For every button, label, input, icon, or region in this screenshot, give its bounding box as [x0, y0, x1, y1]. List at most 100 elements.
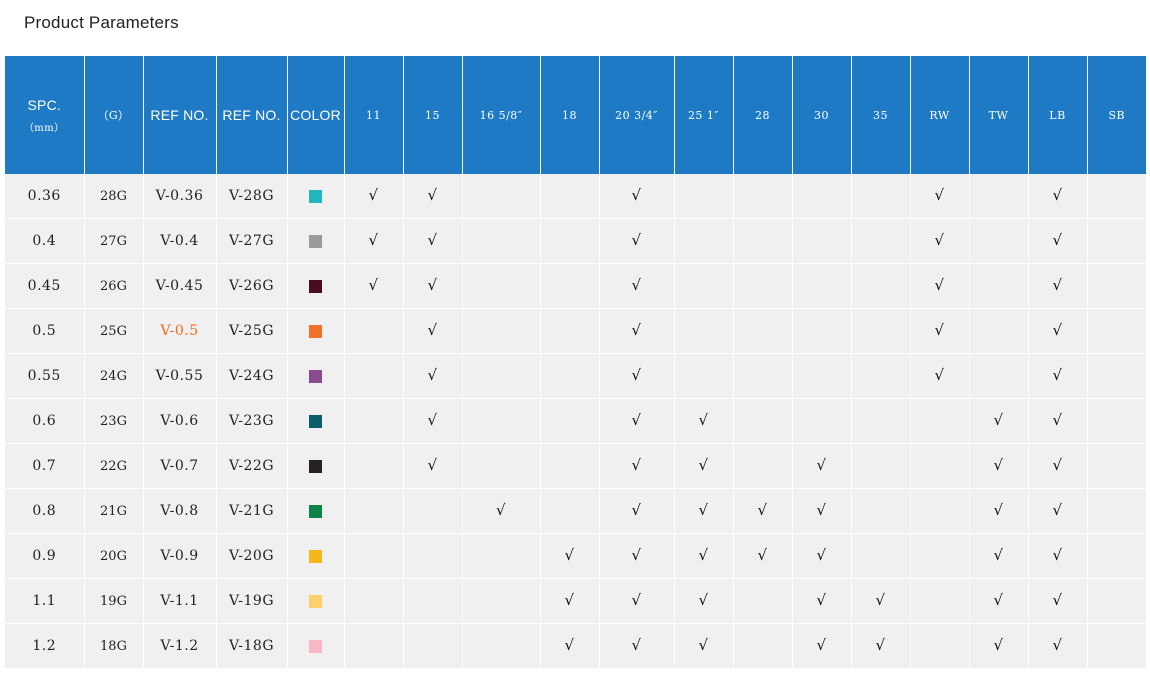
ref-no-cell: V-0.8 [143, 488, 217, 534]
size-availability-cell [674, 174, 734, 219]
header-size: 11 [344, 56, 404, 174]
size-availability-cell: √ [1028, 578, 1088, 624]
size-availability-cell: √ [674, 623, 734, 669]
size-availability-cell [462, 443, 541, 489]
check-mark-icon: √ [564, 591, 575, 609]
parameters-table: SPC. （mm） （G） REF NO. REF NO. COLOR 11 1… [5, 56, 1146, 669]
color-cell [287, 578, 345, 624]
check-mark-icon: √ [698, 636, 709, 654]
size-availability-cell: √ [851, 623, 911, 669]
size-availability-cell: √ [344, 174, 404, 219]
size-availability-cell [792, 308, 852, 354]
size-availability-cell [1087, 578, 1146, 624]
header-size: 35 [851, 56, 911, 174]
check-mark-icon: √ [934, 276, 945, 294]
check-mark-icon: √ [875, 636, 886, 654]
size-availability-cell: √ [910, 353, 970, 399]
check-mark-icon: √ [816, 636, 827, 654]
color-swatch [309, 414, 322, 428]
check-mark-icon: √ [816, 591, 827, 609]
size-availability-cell: √ [540, 533, 600, 579]
gauge-cell: 20G [84, 533, 144, 579]
color-cell [287, 218, 345, 264]
size-availability-cell [733, 398, 793, 444]
size-availability-cell [851, 218, 911, 264]
ref-no-cell: V-0.45 [143, 263, 217, 309]
header-size: LB [1028, 56, 1088, 174]
size-availability-cell: √ [599, 218, 675, 264]
size-availability-cell [344, 623, 404, 669]
size-availability-cell: √ [969, 488, 1029, 534]
size-availability-cell [540, 353, 600, 399]
table-row: 0.55 24G V-0.55 V-24G √ √ √ √ [5, 353, 1146, 399]
ref-no-gauge-cell: V-18G [216, 623, 288, 669]
check-mark-icon: √ [631, 456, 642, 474]
spc-cell: 0.55 [5, 353, 85, 399]
size-availability-cell [733, 218, 793, 264]
size-availability-cell: √ [403, 308, 463, 354]
size-availability-cell [674, 218, 734, 264]
size-availability-cell [540, 488, 600, 534]
check-mark-icon: √ [427, 456, 438, 474]
size-availability-cell [1087, 398, 1146, 444]
size-availability-cell: √ [403, 443, 463, 489]
size-availability-cell: √ [540, 578, 600, 624]
size-availability-cell [1087, 488, 1146, 534]
size-availability-cell: √ [910, 174, 970, 219]
ref-no-gauge-cell: V-23G [216, 398, 288, 444]
check-mark-icon: √ [1052, 546, 1063, 564]
check-mark-icon: √ [816, 501, 827, 519]
size-availability-cell: √ [1028, 218, 1088, 264]
size-availability-cell [851, 308, 911, 354]
check-mark-icon: √ [1052, 501, 1063, 519]
table-row: 0.45 26G V-0.45 V-26G √ √ √ √ √ [5, 263, 1146, 309]
size-availability-cell: √ [599, 263, 675, 309]
size-availability-cell [1087, 308, 1146, 354]
check-mark-icon: √ [631, 411, 642, 429]
spc-cell: 0.45 [5, 263, 85, 309]
check-mark-icon: √ [631, 366, 642, 384]
size-availability-cell: √ [792, 578, 852, 624]
size-availability-cell [1087, 353, 1146, 399]
header-size: 20 3/4″ [599, 56, 675, 174]
check-mark-icon: √ [993, 546, 1004, 564]
size-availability-cell [910, 533, 970, 579]
page-title: Product Parameters [24, 13, 179, 32]
gauge-cell: 21G [84, 488, 144, 534]
size-availability-cell [851, 488, 911, 534]
ref-no-cell: V-0.7 [143, 443, 217, 489]
ref-no-gauge-cell: V-28G [216, 174, 288, 219]
size-availability-cell: √ [403, 263, 463, 309]
size-availability-cell: √ [910, 218, 970, 264]
check-mark-icon: √ [564, 636, 575, 654]
size-availability-cell: √ [674, 398, 734, 444]
header-size: RW [910, 56, 970, 174]
header-spc-label: SPC. [27, 96, 61, 113]
ref-no-cell: V-1.1 [143, 578, 217, 624]
ref-no-gauge-cell: V-27G [216, 218, 288, 264]
size-availability-cell [733, 263, 793, 309]
size-availability-cell [851, 174, 911, 219]
size-availability-cell [540, 174, 600, 219]
size-availability-cell [1087, 263, 1146, 309]
size-availability-cell: √ [969, 533, 1029, 579]
gauge-cell: 22G [84, 443, 144, 489]
color-swatch [309, 324, 322, 338]
check-mark-icon: √ [993, 591, 1004, 609]
table-row: 0.4 27G V-0.4 V-27G √ √ √ √ √ [5, 218, 1146, 264]
check-mark-icon: √ [875, 591, 886, 609]
size-availability-cell: √ [792, 443, 852, 489]
spc-cell: 0.8 [5, 488, 85, 534]
size-availability-cell [462, 623, 541, 669]
size-availability-cell [910, 578, 970, 624]
gauge-cell: 18G [84, 623, 144, 669]
size-availability-cell: √ [792, 533, 852, 579]
check-mark-icon: √ [934, 321, 945, 339]
check-mark-icon: √ [816, 546, 827, 564]
check-mark-icon: √ [631, 636, 642, 654]
size-availability-cell [462, 218, 541, 264]
size-availability-cell [462, 308, 541, 354]
header-spc: SPC. （mm） [5, 56, 85, 174]
size-availability-cell: √ [599, 533, 675, 579]
size-availability-cell [344, 578, 404, 624]
